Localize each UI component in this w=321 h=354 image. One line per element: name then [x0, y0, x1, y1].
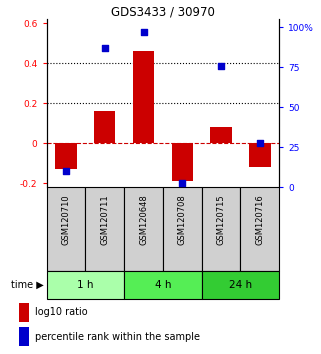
Title: GDS3433 / 30970: GDS3433 / 30970: [111, 5, 215, 18]
Text: GSM120716: GSM120716: [256, 194, 265, 245]
Bar: [85, 187, 124, 272]
Point: [141, 29, 146, 35]
Bar: [202, 187, 240, 272]
Point: [63, 169, 68, 174]
Text: 1 h: 1 h: [77, 280, 94, 290]
Bar: [94, 112, 115, 143]
Point: [180, 180, 185, 185]
Bar: [124, 187, 163, 272]
Text: GSM120715: GSM120715: [217, 194, 226, 245]
Bar: [55, 143, 77, 170]
Text: GSM120711: GSM120711: [100, 194, 109, 245]
Point: [102, 45, 107, 51]
Text: percentile rank within the sample: percentile rank within the sample: [35, 332, 200, 342]
Bar: [163, 187, 202, 272]
Text: time ▶: time ▶: [11, 280, 43, 290]
Bar: [172, 143, 193, 182]
Text: GSM120710: GSM120710: [61, 194, 70, 245]
Point: [257, 140, 263, 145]
Bar: [19, 303, 29, 322]
Point: [219, 63, 224, 69]
Bar: [249, 143, 271, 167]
Text: GSM120648: GSM120648: [139, 194, 148, 245]
Bar: [133, 51, 154, 143]
Bar: [240, 187, 279, 272]
Bar: [211, 127, 232, 143]
Text: 4 h: 4 h: [155, 280, 171, 290]
Text: log10 ratio: log10 ratio: [35, 307, 87, 318]
Text: 24 h: 24 h: [229, 280, 252, 290]
Bar: [124, 272, 202, 299]
Bar: [19, 327, 29, 346]
Text: GSM120708: GSM120708: [178, 194, 187, 245]
Bar: [47, 272, 124, 299]
Bar: [202, 272, 279, 299]
Bar: [47, 187, 85, 272]
